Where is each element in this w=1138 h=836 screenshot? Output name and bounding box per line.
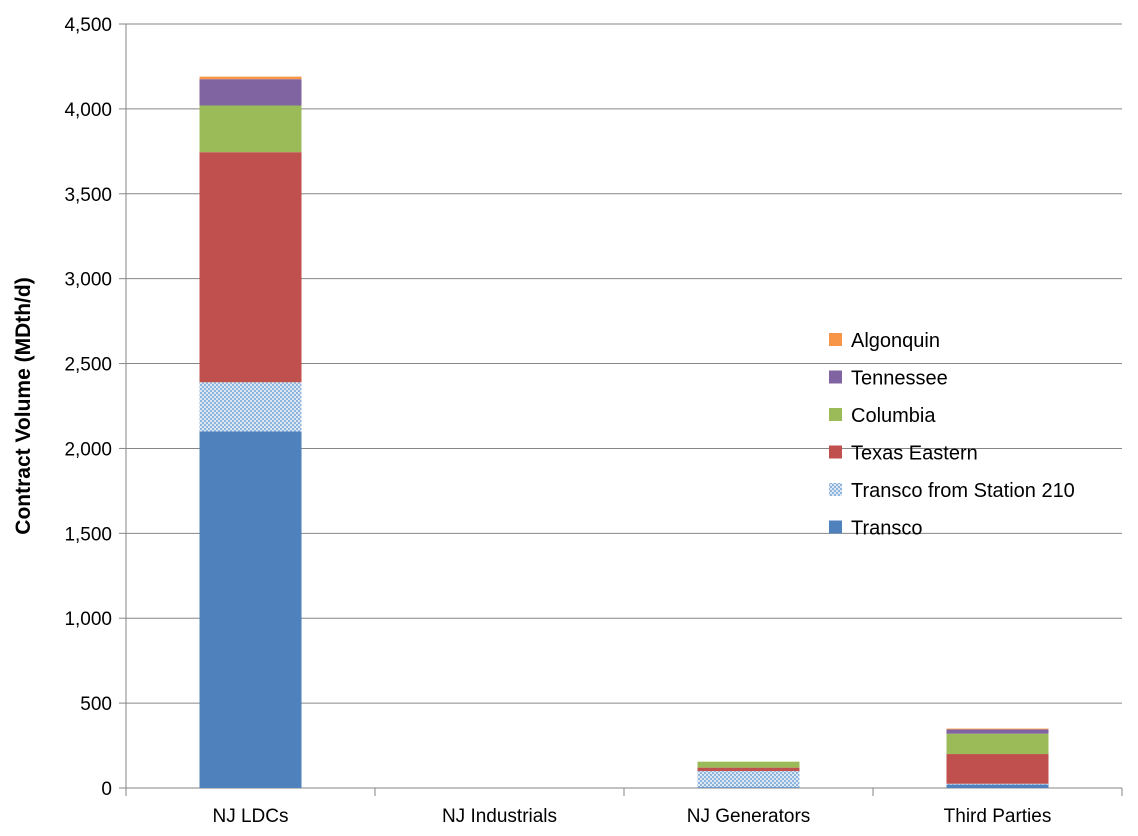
bar-segment [697,761,800,768]
x-tick-label: NJ Generators [687,806,811,827]
legend-label: Tennessee [851,368,948,390]
y-tick-label: 500 [80,694,112,715]
x-tick-label: NJ LDCs [212,806,288,827]
bar-segment [697,787,800,788]
legend-label: Transco [851,518,923,540]
y-tick-label: 1,000 [64,609,112,630]
bar-segment [946,783,1049,785]
bar-segment [697,771,800,788]
y-tick-label: 2,500 [64,355,112,376]
y-tick-label: 3,000 [64,270,112,291]
legend: Algonquin Tennessee Columbia Texas Eastern T… [829,330,1075,540]
legend-swatch [829,445,842,459]
y-tick-label: 2,000 [64,439,112,460]
legend-swatch [829,483,842,496]
axis-labels: 0 500 1,000 1,500 2,000 2,500 3,000 3,500 4,000 4… [64,15,1051,827]
bar-segment [199,431,302,788]
legend-swatch [829,370,842,384]
y-axis-title: Contract Volume (MDth/d) [12,277,35,534]
bar-segment [946,729,1049,734]
legend-label: Columbia [851,405,936,427]
bar-segment [946,754,1049,784]
bar-segment [199,79,302,106]
legend-swatch [829,408,842,421]
x-tick-label: Third Parties [944,806,1052,827]
legend-label: Texas Eastern [851,443,978,465]
bar-segment [946,784,1049,788]
bars [199,76,1049,788]
legend-swatch [829,520,842,534]
y-tick-label: 4,000 [64,100,112,121]
bar-segment [697,767,800,772]
y-tick-label: 4,500 [64,15,112,36]
bar-segment [199,105,302,153]
x-tick-label: NJ Industrials [442,806,557,827]
bar-segment [946,728,1049,730]
y-tick-label: 1,500 [64,524,112,545]
bar-segment [199,152,302,383]
bar-segment [946,733,1049,755]
legend-label: Algonquin [851,330,940,352]
y-tick-label: 3,500 [64,185,112,206]
bar-segment [199,382,302,432]
legend-label: Transco from Station 210 [851,480,1075,502]
legend-swatch [829,333,842,346]
y-tick-label: 0 [101,779,112,800]
bar-segment [199,76,302,80]
